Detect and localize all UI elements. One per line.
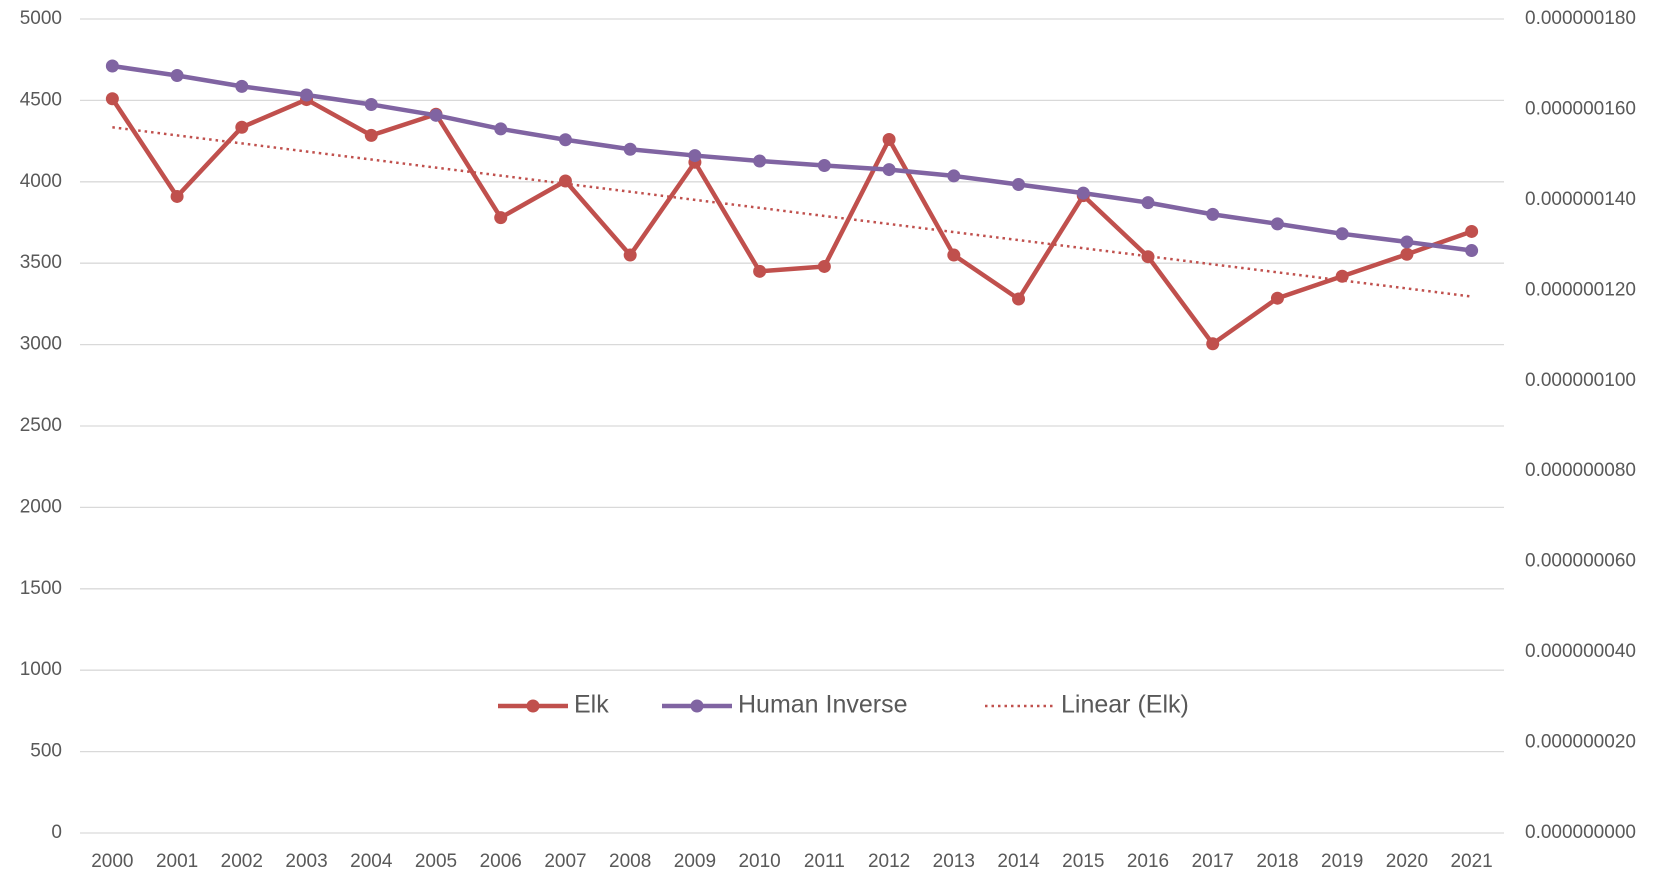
point [494, 122, 508, 136]
point [817, 159, 831, 173]
point [817, 259, 831, 273]
y-tick-label: 2500 [20, 415, 62, 436]
legend-marker [690, 699, 704, 713]
point [753, 264, 767, 278]
point [1076, 186, 1090, 200]
point [623, 248, 637, 262]
point [1141, 250, 1155, 264]
x-tick-label: 2000 [91, 851, 133, 872]
x-tick-label: 2005 [415, 851, 457, 872]
trend-line [112, 126, 1472, 298]
series-line [110, 97, 1473, 347]
y2-tick-label: 0.000000040 [1525, 641, 1636, 662]
y2-tick-label: 0.000000120 [1525, 279, 1636, 300]
y2-tick-label: 0.000000060 [1525, 551, 1636, 572]
legend-label: Elk [574, 691, 609, 719]
point [235, 120, 249, 134]
point [364, 97, 378, 111]
point [1141, 196, 1155, 210]
y-tick-label: 2000 [20, 496, 62, 517]
x-tick-label: 2018 [1256, 851, 1298, 872]
y-tick-label: 4500 [20, 89, 62, 110]
point [429, 108, 443, 122]
point [364, 128, 378, 142]
point [623, 142, 637, 156]
y2-tick-label: 0.000000140 [1525, 189, 1636, 210]
x-tick-label: 2004 [350, 851, 393, 872]
point [494, 211, 508, 225]
point [1270, 291, 1284, 305]
point [105, 59, 119, 73]
y2-tick-label: 0.000000080 [1525, 460, 1636, 481]
x-tick-label: 2007 [544, 851, 586, 872]
x-tick-label: 2016 [1127, 851, 1169, 872]
point [558, 174, 572, 188]
point [1270, 217, 1284, 231]
y-tick-label: 0 [51, 822, 62, 843]
point [1206, 337, 1220, 351]
x-tick-label: 2006 [480, 851, 522, 872]
point [947, 169, 961, 183]
point [1465, 244, 1479, 258]
y2-tick-label: 0.000000180 [1525, 8, 1636, 29]
point [1335, 227, 1349, 241]
legend-label: Human Inverse [738, 691, 908, 719]
x-tick-label: 2017 [1192, 851, 1234, 872]
point [1012, 178, 1026, 192]
x-tick-label: 2014 [997, 851, 1040, 872]
point [1335, 269, 1349, 283]
series-line [112, 63, 1472, 253]
x-tick-label: 2010 [738, 851, 780, 872]
x-tick-label: 2015 [1062, 851, 1104, 872]
y2-tick-label: 0.000000000 [1525, 822, 1636, 843]
point [105, 92, 119, 106]
point [1400, 247, 1414, 261]
point [688, 149, 702, 163]
point [753, 154, 767, 168]
point [1206, 207, 1220, 221]
point [170, 69, 184, 83]
x-tick-label: 2019 [1321, 851, 1363, 872]
legend-marker [526, 699, 540, 713]
x-tick-label: 2013 [933, 851, 975, 872]
y-tick-label: 1000 [20, 659, 62, 680]
y2-tick-label: 0.000000160 [1525, 98, 1636, 119]
y-tick-label: 4000 [20, 171, 62, 192]
x-tick-label: 2001 [156, 851, 198, 872]
point [1012, 292, 1026, 306]
y-tick-label: 500 [30, 741, 62, 762]
point [1400, 235, 1414, 249]
point [558, 133, 572, 147]
point [882, 132, 896, 146]
point [947, 248, 961, 262]
y-tick-label: 5000 [20, 8, 62, 29]
y-tick-label: 3500 [20, 252, 62, 273]
legend-label: Linear (Elk) [1061, 691, 1189, 719]
point [1465, 224, 1479, 238]
x-tick-label: 2012 [868, 851, 910, 872]
point [235, 79, 249, 93]
x-tick-label: 2003 [285, 851, 327, 872]
y-tick-label: 1500 [20, 578, 62, 599]
y2-tick-label: 0.000000100 [1525, 370, 1636, 391]
point [882, 163, 896, 177]
y-tick-label: 3000 [20, 334, 62, 355]
x-tick-label: 2002 [221, 851, 263, 872]
x-tick-label: 2011 [804, 851, 845, 872]
x-tick-label: 2021 [1450, 851, 1492, 872]
y2-tick-label: 0.000000020 [1525, 732, 1636, 753]
x-tick-label: 2009 [674, 851, 716, 872]
x-tick-label: 2020 [1386, 851, 1428, 872]
point [300, 88, 314, 102]
point [170, 189, 184, 203]
x-tick-label: 2008 [609, 851, 651, 872]
